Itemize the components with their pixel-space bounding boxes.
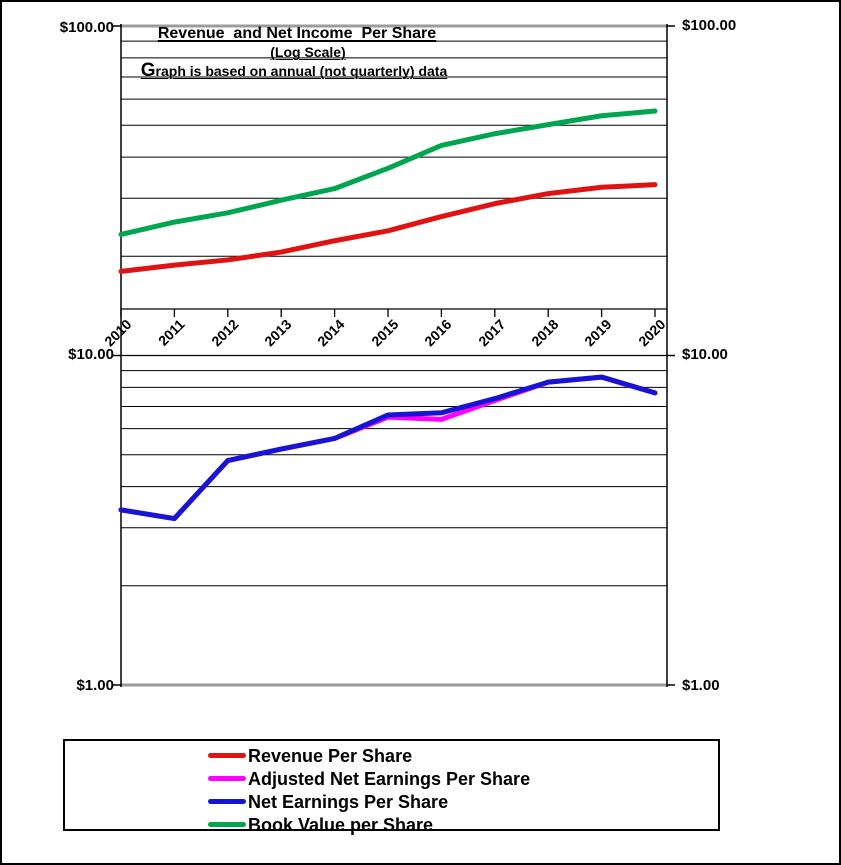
legend-swatch-book-value [208, 822, 246, 827]
y-axis-label-left-1: $1.00 [76, 677, 114, 694]
legend-label-net-earnings: Net Earnings Per Share [248, 791, 449, 812]
legend-label-revenue: Revenue Per Share [248, 745, 413, 766]
legend-label-adjusted-net-earnings: Adjusted Net Earnings Per Share [248, 768, 531, 789]
legend-label-book-value: Book Value per Share [248, 814, 434, 835]
legend: Revenue Per Share Adjusted Net Earnings … [63, 739, 720, 834]
legend-item-book-value: Book Value per Share [208, 813, 718, 836]
chart-subtitle: (Log Scale) [270, 44, 346, 60]
y-axis-label-right-100: $100.00 [682, 17, 737, 34]
series-line-adjusted-net-earnings-per-share [118, 374, 658, 522]
legend-swatch-revenue [208, 753, 246, 758]
y-axis-label-left-100: $100.00 [59, 19, 114, 36]
chart-title: Revenue and Net Income Per Share [157, 25, 437, 42]
legend-swatch-adjusted-net-earnings [208, 776, 246, 781]
y-axis-label-right-1: $1.00 [682, 677, 720, 694]
series-line-net-earnings-per-share [118, 374, 658, 522]
legend-item-net-earnings: Net Earnings Per Share [208, 790, 718, 813]
legend-item-revenue: Revenue Per Share [208, 744, 718, 767]
legend-item-adjusted-net-earnings: Adjusted Net Earnings Per Share [208, 767, 718, 790]
y-axis-label-right-10: $10.00 [682, 346, 728, 363]
y-axis-label-left-10: $10.00 [68, 346, 114, 363]
legend-swatch-net-earnings [208, 799, 246, 804]
series-line-book-value-per-share [118, 108, 658, 237]
series-line-revenue-per-share [118, 182, 658, 274]
chart-note: Graph is based on annual (not quarterly)… [140, 60, 448, 81]
